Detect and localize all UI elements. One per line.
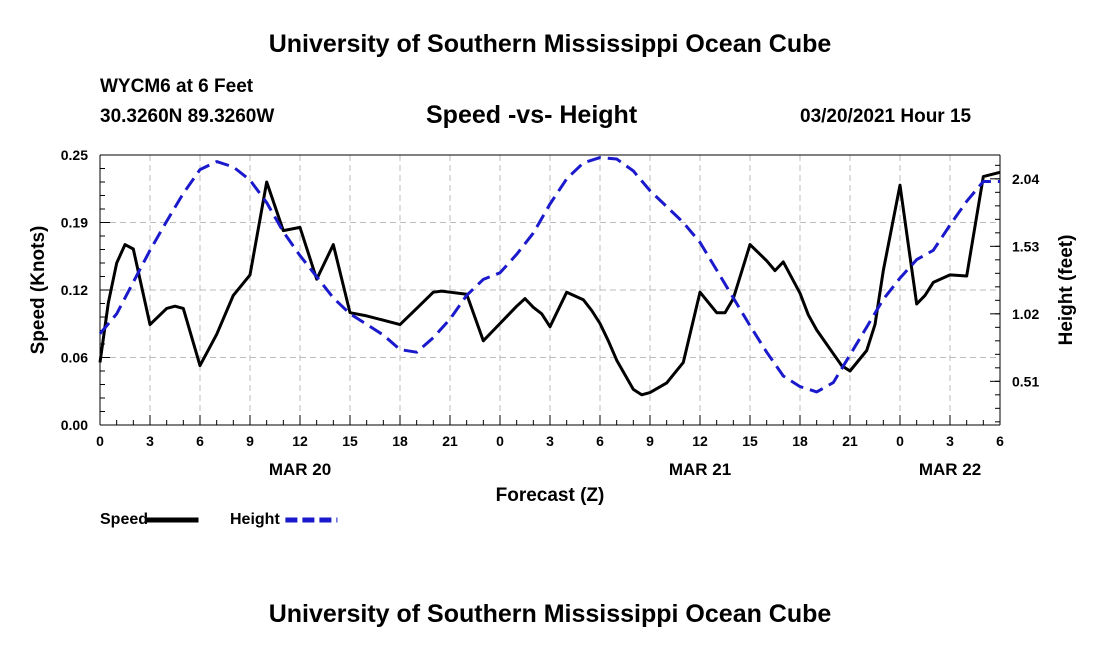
footer-title: University of Southern Mississippi Ocean…	[268, 600, 832, 628]
station-coordinates: 30.3260N 89.3260W	[100, 106, 275, 127]
legend-label-height: Height	[230, 511, 280, 528]
forecast-datetime: 03/20/2021 Hour 15	[800, 106, 972, 127]
x-tick-label: 15	[742, 433, 758, 449]
x-tick-label: 21	[842, 433, 858, 449]
x-tick-label: 3	[546, 433, 554, 449]
y-left-tick-label: 0.06	[61, 350, 88, 366]
y-left-tick-label: 0.19	[61, 215, 88, 231]
y-left-tick-label: 0.00	[61, 417, 88, 433]
x-tick-label: 6	[996, 433, 1004, 449]
y-right-tick-label: 1.02	[1012, 306, 1039, 322]
chart-title: Speed -vs- Height	[426, 101, 638, 129]
y-left-tick-label: 0.12	[61, 282, 88, 298]
x-tick-label: 3	[146, 433, 154, 449]
x-tick-label: 21	[442, 433, 458, 449]
y-right-tick-label: 2.04	[1012, 171, 1039, 187]
station-label: WYCM6 at 6 Feet	[100, 76, 254, 97]
y-right-tick-label: 0.51	[1012, 373, 1039, 389]
y-axis-right-title: Height (feet)	[1056, 235, 1077, 346]
legend-label-speed: Speed	[100, 511, 148, 528]
x-tick-label: 9	[646, 433, 654, 449]
chart-labels: 0 3 6 9 12 15 18 21 0 3 6 9 12 15 18 21 0 3 6 0.00 0.06 0.12 0…	[28, 147, 1077, 506]
x-axis-title: Forecast (Z)	[496, 485, 605, 506]
date-label: MAR 22	[919, 460, 981, 479]
x-tick-label: 0	[896, 433, 904, 449]
y-right-tick-label: 1.53	[1012, 238, 1039, 254]
x-tick-label: 0	[496, 433, 504, 449]
chart-axes	[99, 154, 1001, 426]
x-tick-label: 6	[596, 433, 604, 449]
chart-series	[98, 156, 1001, 397]
x-tick-label: 18	[392, 433, 408, 449]
x-tick-label: 0	[96, 433, 104, 449]
x-tick-label: 3	[946, 433, 954, 449]
series-line-height	[98, 156, 1000, 394]
date-label: MAR 21	[669, 460, 731, 479]
x-tick-label: 6	[196, 433, 204, 449]
x-tick-label: 12	[692, 433, 708, 449]
y-axis-left-title: Speed (Knots)	[28, 226, 49, 355]
series-line-speed	[98, 170, 1001, 397]
main-title: University of Southern Mississippi Ocean…	[268, 30, 832, 58]
x-tick-label: 15	[342, 433, 358, 449]
date-label: MAR 20	[269, 460, 331, 479]
x-tick-label: 12	[292, 433, 308, 449]
grid-lines	[100, 155, 1000, 425]
x-tick-label: 18	[792, 433, 808, 449]
y-left-tick-label: 0.25	[61, 147, 88, 163]
x-tick-label: 9	[246, 433, 254, 449]
chart-legend: Speed Height	[100, 511, 338, 528]
